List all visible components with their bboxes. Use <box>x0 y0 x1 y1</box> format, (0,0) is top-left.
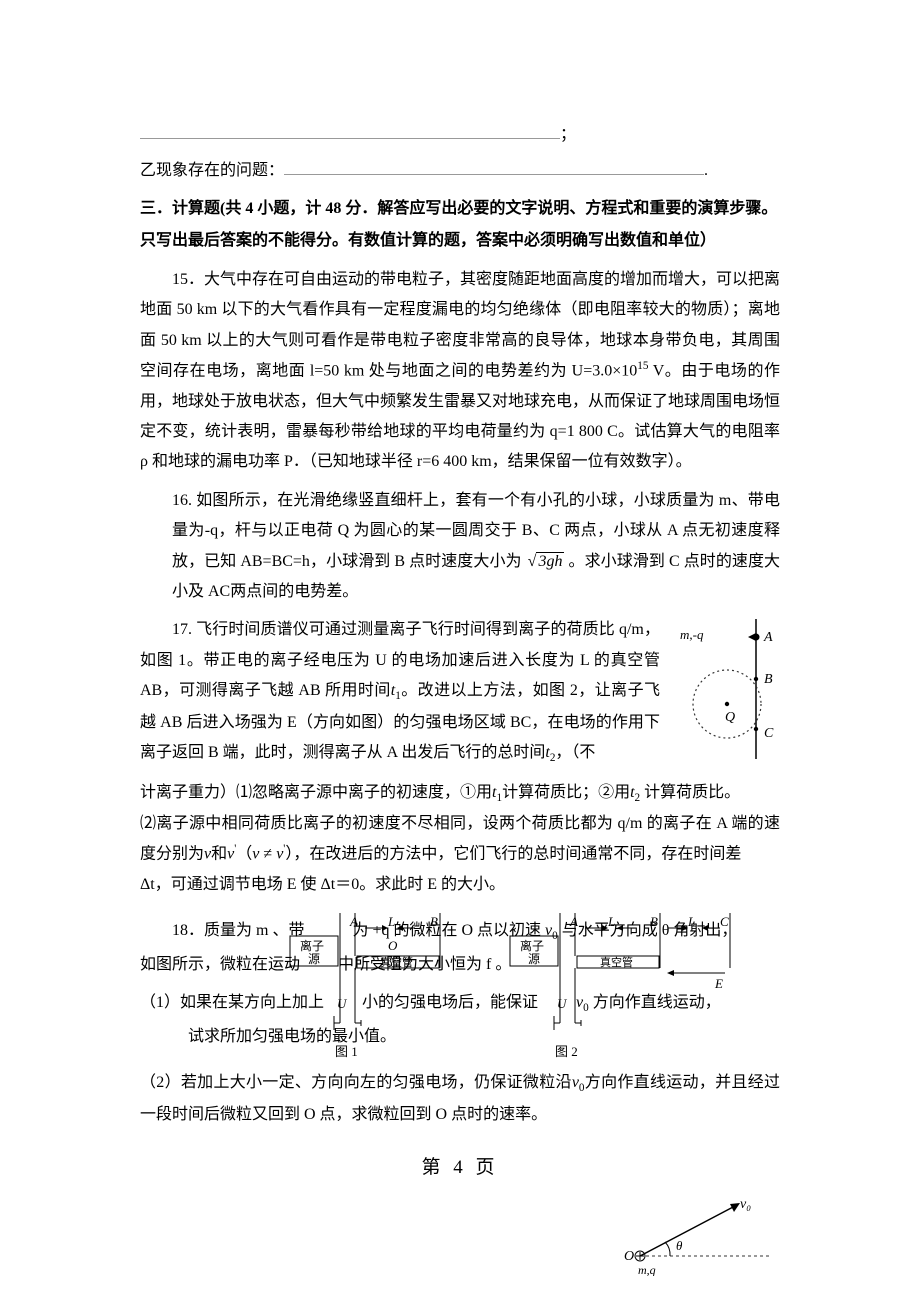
p16-text: 16. 如图所示，在光滑绝缘竖直细杆上，套有一个有小孔的小球，小球质量为 m、带… <box>172 486 780 608</box>
label-mq: m,-q <box>680 627 704 642</box>
p16-svg: m,-q A B C Q <box>670 619 780 759</box>
sqrt-expression: √3gh <box>526 547 565 577</box>
p18-1a: 18．质量为 m 、带 <box>172 922 304 939</box>
label-Q: Q <box>725 710 735 725</box>
p18-4a: （2）若加上大小一定、方向向左的匀强电场，仍保证微粒沿 <box>140 1074 572 1091</box>
section-header-line1: 三．计算题(共 4 小题，计 48 分．解答应写出必要的文字说明、方程式和重要的… <box>140 193 780 225</box>
p18-line1: 18．质量为 m 、带 为 +q 的微粒在 O 点以初速 v0 与水平方向成 θ… <box>140 916 780 947</box>
p17-1c: ，（不 <box>555 744 595 761</box>
svg-text:m,q: m,q <box>638 1263 656 1276</box>
p18-diagram: O v₀ θ m,q <box>620 1196 780 1276</box>
problem-16: 16. 如图所示，在光滑绝缘竖直细杆上，套有一个有小孔的小球，小球质量为 m、带… <box>140 486 780 608</box>
p18-2a: 如图所示，微粒在运动 <box>140 956 300 973</box>
p18-1b: 为 +q 的微粒在 O 点以初速 <box>352 922 541 939</box>
p18-line3: （1）如果在某方向上加上 小的匀强电场后，能保证 v0 方向作直线运动， <box>140 988 780 1019</box>
ion-figures: A L B 离子 源 O 真空管 U <box>140 908 780 1068</box>
p18-line3d: 试求所加匀强电场的最小值。 <box>140 1022 780 1052</box>
p18-v0c: v <box>572 1074 579 1091</box>
p15-exp: 15 <box>637 360 648 372</box>
p17-2b: 计算荷质比；②用 <box>502 784 630 801</box>
section-header-line2: 只写出最后答案的不能得分。有数值计算的题，答案中必须明确写出数值和单位） <box>140 225 780 257</box>
p18-line4: （2）若加上大小一定、方向向左的匀强电场，仍保证微粒沿v0方向作直线运动，并且经… <box>140 1068 780 1130</box>
p16-diagram: m,-q A B C Q <box>670 619 780 759</box>
p18-svg: O v₀ θ m,q <box>620 1196 780 1276</box>
p18-3b: 小的匀强电场后，能保证 <box>362 994 538 1011</box>
underline-blank-2 <box>284 158 704 175</box>
p18-2b: 中所受阻力大小恒为 f 。 <box>338 956 511 973</box>
p17-4: Δt，可通过调节电场 E 使 Δt＝0。求此时 E 的大小。 <box>140 876 505 893</box>
svg-text:θ: θ <box>676 1238 683 1253</box>
problem-15: 15．大气中存在可自由运动的带电粒子，其密度随距地面高度的增加而增大，可以把离地… <box>140 265 780 478</box>
p18-1c: 与水平方向成 θ 角射出， <box>562 922 738 939</box>
page-number: 第 4 页 <box>140 1150 780 1186</box>
p17-v2: v <box>252 846 259 863</box>
p18-v0bs: 0 <box>583 1003 589 1015</box>
p18-3d: 试求所加匀强电场的最小值。 <box>188 1028 396 1045</box>
blank-line-1: ； <box>140 120 780 150</box>
problem-17-part1: m,-q A B C Q 17. 飞行时间质谱仪可通过测量离子飞行时间得到离子的… <box>140 615 780 769</box>
svg-text:O: O <box>624 1249 634 1264</box>
p17-neq-open: （ <box>236 846 252 863</box>
label-B: B <box>764 672 773 687</box>
p18-3c: 方向作直线运动， <box>593 994 721 1011</box>
label-A: A <box>763 630 773 645</box>
p17-neq-close: ），在改进后的方法中，它们飞行的总时间通常不同，存在时间差 <box>285 846 741 863</box>
problem-17-part2-4: 计离子重力）⑴忽略离子源中离子的初速度，①用t1计算荷质比；②用t2 计算荷质比… <box>140 778 780 901</box>
p18-line2: 如图所示，微粒在运动 中所受阻力大小恒为 f 。 <box>140 950 780 980</box>
preheader-block: ； 乙现象存在的问题：. <box>140 120 780 187</box>
semicolon: ； <box>560 126 576 143</box>
section-header: 三．计算题(共 4 小题，计 48 分．解答应写出必要的文字说明、方程式和重要的… <box>140 193 780 257</box>
p17-2c: 计算荷质比。 <box>640 784 740 801</box>
sqrt-body: 3gh <box>536 552 564 570</box>
page-container: ； 乙现象存在的问题：. 三．计算题(共 4 小题，计 48 分．解答应写出必要… <box>0 0 920 1226</box>
label-C: C <box>764 726 774 741</box>
line2-prefix: 乙现象存在的问题： <box>140 162 284 179</box>
underline-blank <box>140 122 560 139</box>
p17-2a: 计离子重力）⑴忽略离子源中离子的初速度，①用 <box>140 784 492 801</box>
period: . <box>704 162 708 179</box>
svg-text:v₀: v₀ <box>740 1197 751 1212</box>
p18-v0as: 0 <box>552 931 558 943</box>
blank-line-2: 乙现象存在的问题：. <box>140 156 780 186</box>
p17-and: 和 <box>211 846 227 863</box>
p18-3a: （1）如果在某方向上加上 <box>140 994 324 1011</box>
